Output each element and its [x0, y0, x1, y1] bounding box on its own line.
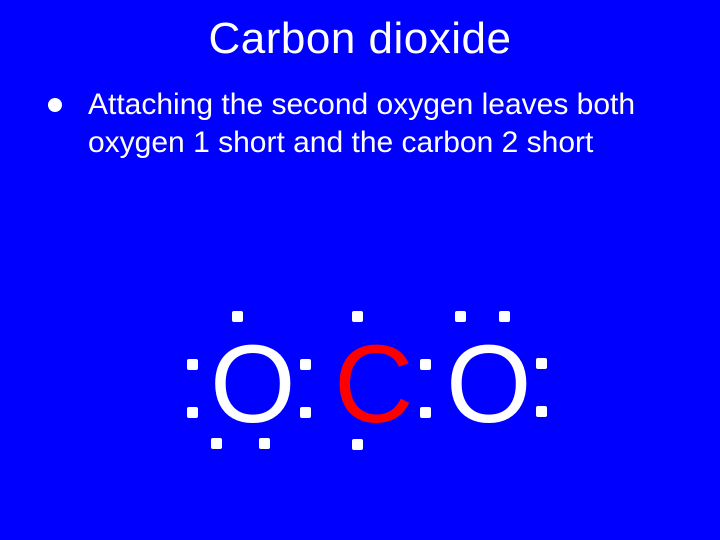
electron-dot: [232, 311, 243, 322]
electron-dot: [455, 311, 466, 322]
electron-dot: [352, 439, 363, 450]
electron-dot: [499, 311, 510, 322]
electron-dot: [259, 438, 270, 449]
electron-dot: [211, 438, 222, 449]
lewis-structure: OCO: [0, 0, 720, 540]
atom-o-0: O: [210, 330, 296, 440]
electron-dot: [300, 359, 311, 370]
electron-dot: [536, 406, 547, 417]
electron-dot: [300, 407, 311, 418]
electron-dot: [420, 359, 431, 370]
atom-c-1: C: [334, 330, 413, 440]
electron-dot: [352, 311, 363, 322]
bullet-text: Attaching the second oxygen leaves both …: [88, 86, 648, 162]
electron-dot: [187, 359, 198, 370]
slide-title: Carbon dioxide: [0, 14, 720, 64]
atom-o-2: O: [446, 330, 532, 440]
electron-dot: [187, 407, 198, 418]
bullet-dot-icon: [48, 98, 62, 112]
electron-dot: [536, 358, 547, 369]
electron-dot: [420, 407, 431, 418]
